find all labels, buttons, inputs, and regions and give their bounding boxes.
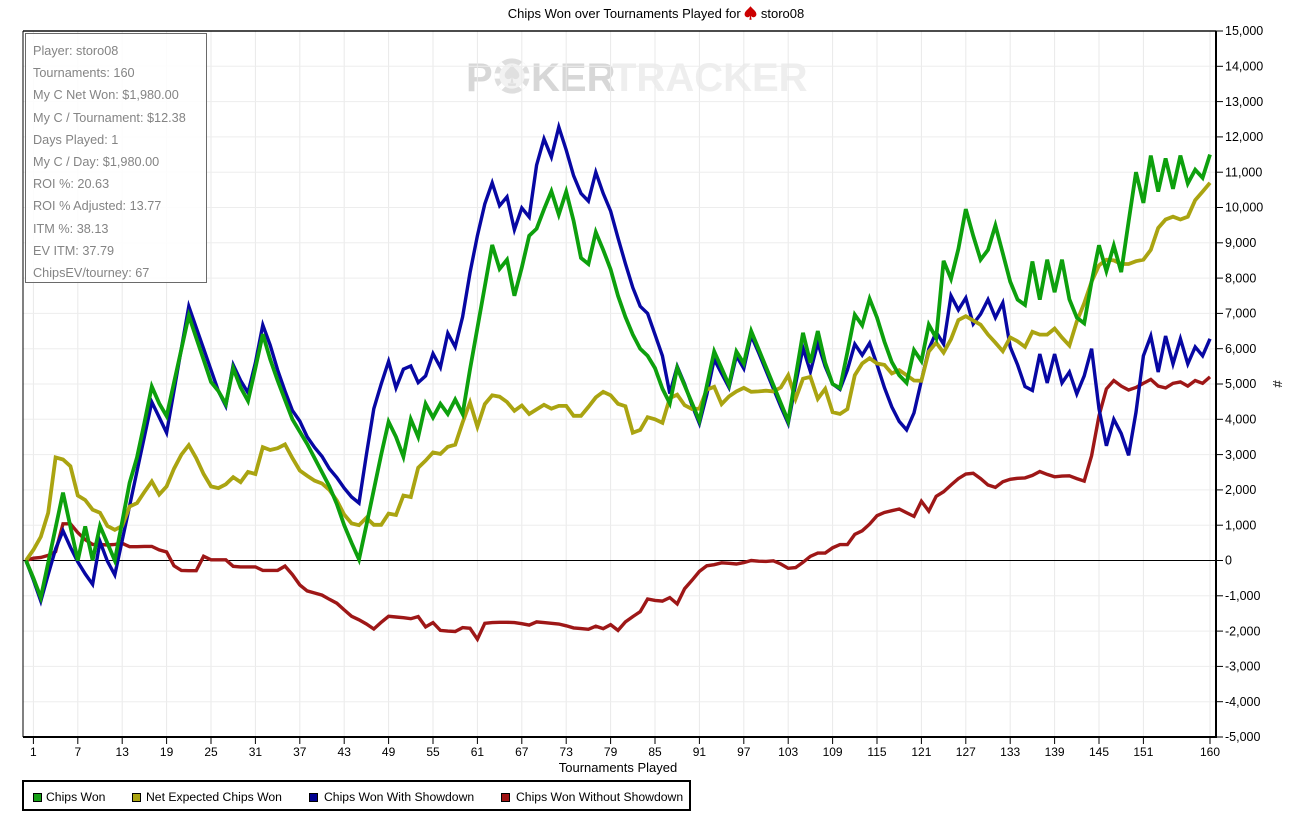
svg-text:121: 121 (911, 745, 931, 759)
svg-text:139: 139 (1045, 745, 1065, 759)
svg-text:6,000: 6,000 (1225, 342, 1256, 356)
svg-text:2,000: 2,000 (1225, 483, 1256, 497)
svg-text:-1,000: -1,000 (1225, 589, 1260, 603)
svg-text:10,000: 10,000 (1225, 201, 1263, 215)
svg-text:14,000: 14,000 (1225, 60, 1263, 74)
svg-text:55: 55 (426, 745, 440, 759)
svg-text:109: 109 (823, 745, 843, 759)
svg-text:73: 73 (560, 745, 574, 759)
svg-text:13: 13 (116, 745, 130, 759)
svg-text:-3,000: -3,000 (1225, 660, 1260, 674)
svg-text:5,000: 5,000 (1225, 377, 1256, 391)
svg-text:1: 1 (30, 745, 37, 759)
svg-text:8,000: 8,000 (1225, 271, 1256, 285)
svg-text:13,000: 13,000 (1225, 95, 1263, 109)
svg-text:145: 145 (1089, 745, 1109, 759)
svg-text:1,000: 1,000 (1225, 518, 1256, 532)
svg-text:91: 91 (693, 745, 707, 759)
svg-text:49: 49 (382, 745, 396, 759)
svg-text:3,000: 3,000 (1225, 448, 1256, 462)
svg-text:103: 103 (778, 745, 798, 759)
svg-text:-2,000: -2,000 (1225, 624, 1260, 638)
svg-text:37: 37 (293, 745, 307, 759)
svg-text:160: 160 (1200, 745, 1220, 759)
svg-text:43: 43 (338, 745, 352, 759)
svg-text:61: 61 (471, 745, 485, 759)
svg-text:19: 19 (160, 745, 174, 759)
svg-text:0: 0 (1225, 554, 1232, 568)
svg-text:-4,000: -4,000 (1225, 695, 1260, 709)
svg-text:97: 97 (737, 745, 751, 759)
svg-text:7,000: 7,000 (1225, 307, 1256, 321)
svg-text:12,000: 12,000 (1225, 130, 1263, 144)
svg-text:9,000: 9,000 (1225, 236, 1256, 250)
svg-text:151: 151 (1133, 745, 1153, 759)
svg-text:Tournaments Played: Tournaments Played (559, 760, 678, 775)
svg-text:#: # (1270, 380, 1285, 388)
svg-text:4,000: 4,000 (1225, 413, 1256, 427)
svg-text:79: 79 (604, 745, 618, 759)
svg-text:11,000: 11,000 (1225, 165, 1262, 179)
svg-text:115: 115 (867, 745, 886, 759)
svg-text:-5,000: -5,000 (1225, 730, 1260, 744)
svg-text:133: 133 (1000, 745, 1020, 759)
svg-text:85: 85 (648, 745, 662, 759)
svg-text:7: 7 (74, 745, 81, 759)
svg-text:127: 127 (956, 745, 976, 759)
svg-text:25: 25 (204, 745, 218, 759)
svg-text:31: 31 (249, 745, 263, 759)
svg-text:67: 67 (515, 745, 529, 759)
svg-text:15,000: 15,000 (1225, 24, 1263, 38)
